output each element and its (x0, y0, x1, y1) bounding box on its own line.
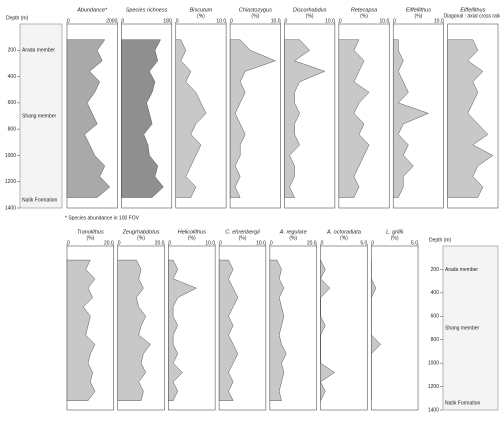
panel-title: Biscutum (190, 7, 213, 13)
lith-lower: Natik Formation (22, 197, 58, 203)
panel-unit: Diagonal : axial cross ratio (443, 13, 500, 19)
panel-unit: (%) (415, 13, 423, 19)
x-tick-label: 10.0 (325, 18, 335, 24)
panel-unit: (%) (197, 13, 205, 19)
lith-middle: Shang member (445, 325, 480, 331)
lith-middle: Shang member (22, 113, 57, 119)
x-tick-label: 10.0 (216, 18, 226, 24)
x-tick-label: 0 (67, 18, 70, 24)
lithology-column (442, 245, 499, 411)
lith-upper: Arada member (22, 48, 55, 54)
footnote: * Species abundance in 100 FOV (65, 215, 140, 221)
panel-unit: (%) (340, 235, 348, 241)
profile-area (447, 39, 494, 198)
x-tick-label: 0 (270, 240, 273, 246)
x-tick-label: 0 (118, 240, 121, 246)
profile-area (175, 39, 207, 198)
lith-lower: Natik Formation (445, 400, 481, 406)
profile-area (218, 259, 239, 401)
x-tick-label: 0 (339, 18, 342, 24)
panel-unit: (%) (360, 13, 368, 19)
depth-tick-label: 200 (8, 48, 17, 54)
profile-area (66, 39, 111, 198)
x-tick-label: 10.0 (271, 18, 281, 24)
x-tick-label: 10.0 (434, 18, 444, 24)
lithology-column (19, 23, 63, 209)
depth-tick-label: 400 (8, 74, 17, 80)
panel-unit: (%) (188, 235, 196, 241)
panel-unit: (%) (239, 235, 247, 241)
profile-area (229, 39, 277, 198)
panel-title: Discorhabdus (293, 7, 327, 13)
profile-area (284, 39, 326, 198)
depth-label: Depth (m) (429, 237, 452, 243)
depth-tick-label: 1200 (428, 384, 439, 390)
x-tick-label: 0 (393, 18, 396, 24)
x-tick-label: 5.0 (360, 240, 367, 246)
x-tick-label: 2000 (106, 18, 117, 24)
depth-tick-label: 600 (8, 100, 17, 106)
depth-tick-label: 1000 (5, 153, 16, 159)
panel-title: Eiffellithus (406, 7, 431, 13)
panel-title: Abundance* (76, 7, 108, 13)
profile-area (168, 259, 197, 401)
profile-area (320, 259, 335, 401)
x-tick-label: 0 (67, 240, 70, 246)
depth-label: Depth (m) (6, 15, 29, 21)
panel-title: Helicolithus (178, 229, 206, 235)
depth-tick-label: 1000 (428, 360, 439, 366)
panel-title: A. regulare (279, 229, 307, 235)
x-tick-label: 20.0 (155, 240, 165, 246)
depth-tick-label: 800 (431, 337, 440, 343)
panel-title: Species richness (126, 7, 168, 13)
x-tick-label: 0 (219, 240, 222, 246)
panel-title: Zeugrhabdotus (122, 229, 160, 235)
x-tick-label: 0 (230, 18, 233, 24)
profile-area (269, 259, 287, 401)
x-tick-label: 10.0 (380, 18, 390, 24)
panel-unit: (%) (137, 235, 145, 241)
panel-unit: (%) (86, 235, 94, 241)
panel-title: C. ehrenbergii (225, 229, 260, 235)
profile-area (66, 259, 96, 401)
x-tick-label: 20.0 (307, 240, 317, 246)
x-tick-label: 10.0 (256, 240, 266, 246)
panel-unit: (%) (289, 235, 297, 241)
x-tick-label: 0 (168, 240, 171, 246)
depth-tick-label: 800 (8, 126, 17, 132)
x-tick-label: 10.0 (205, 240, 215, 246)
panel-title: Retecapsa (351, 7, 377, 13)
x-tick-label: 0 (285, 18, 288, 24)
profile-area (393, 39, 430, 198)
panel-unit: (%) (306, 13, 314, 19)
x-tick-label: 5.0 (411, 240, 418, 246)
x-tick-label: 0 (371, 240, 374, 246)
depth-tick-label: 1400 (5, 205, 16, 211)
panel-title: L. grillii (386, 229, 404, 235)
profile-area (338, 39, 370, 198)
depth-tick-label: 200 (431, 267, 440, 273)
panel-title: A. octoradiata (326, 229, 361, 235)
x-tick-label: 0 (176, 18, 179, 24)
depth-tick-label: 1400 (428, 407, 439, 413)
depth-tick-label: 400 (431, 290, 440, 296)
panel-title: Tranolithus (77, 229, 104, 235)
x-tick-label: 0 (321, 240, 324, 246)
lith-upper: Arada member (445, 267, 478, 273)
depth-tick-label: 600 (431, 314, 440, 320)
panel-title: Eiffellithus (460, 7, 485, 13)
panel-title: Chiastozygus (239, 7, 272, 13)
panel-unit: (%) (391, 235, 399, 241)
panel-unit: (%) (251, 13, 259, 19)
x-tick-label: 20.0 (104, 240, 114, 246)
x-tick-label: 0 (121, 18, 124, 24)
x-tick-label: 180 (163, 18, 172, 24)
profile-area (117, 259, 151, 401)
depth-tick-label: 1200 (5, 179, 16, 185)
profile-area (121, 39, 164, 198)
profile-area (371, 260, 381, 401)
